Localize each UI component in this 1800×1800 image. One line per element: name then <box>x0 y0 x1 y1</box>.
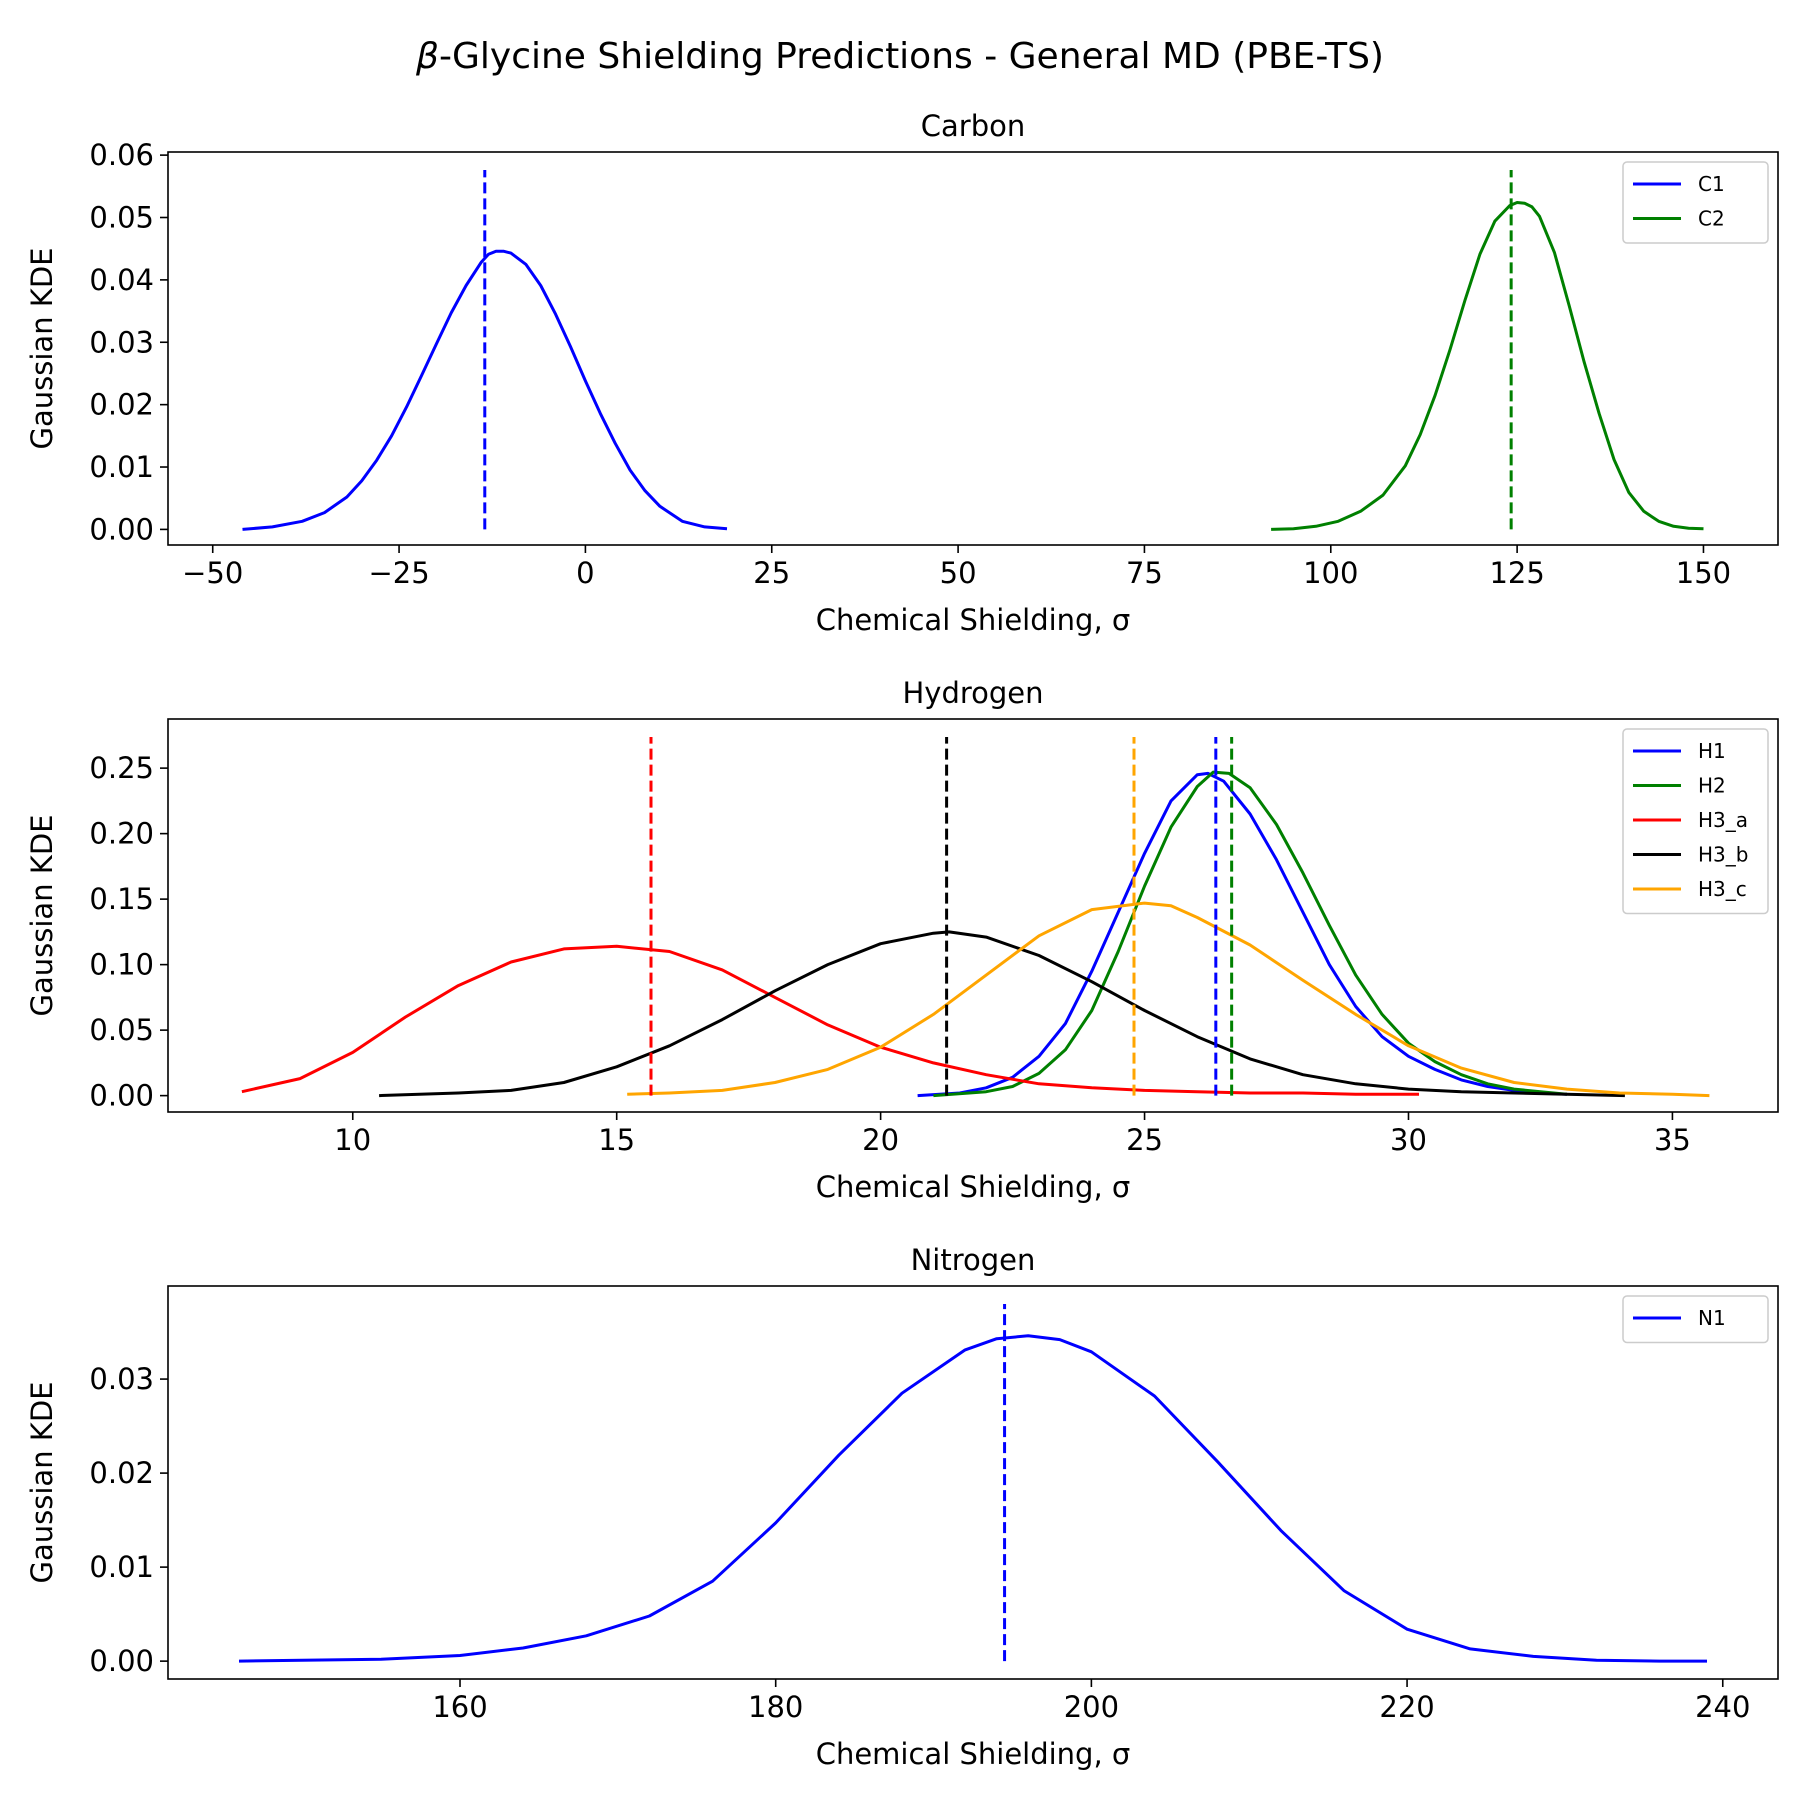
nitrogen-ytick-label: 0.00 <box>89 1644 154 1678</box>
nitrogen-ytick-label: 0.01 <box>89 1550 154 1584</box>
figure-title: β-Glycine Shielding Predictions - Genera… <box>415 36 1384 77</box>
hydrogen-series-h3_a-line <box>241 944 1419 1096</box>
hydrogen-ylabel: Gaussian KDE <box>25 815 59 1017</box>
nitrogen-xtick-label: 200 <box>1064 1690 1119 1724</box>
nitrogen-axes-frame <box>167 1285 1779 1680</box>
carbon-xtick-label: 100 <box>1303 556 1358 590</box>
hydrogen-xtick-label: 25 <box>1126 1123 1163 1157</box>
nitrogen-legend-box <box>1622 1295 1769 1344</box>
hydrogen-plot-area <box>241 737 1710 1098</box>
hydrogen-series-h3_b-line <box>379 930 1625 1098</box>
carbon-xtick-label: 25 <box>753 556 790 590</box>
hydrogen-legend-label: H3_a <box>1698 808 1748 832</box>
hydrogen-axes-frame <box>167 718 1779 1113</box>
hydrogen-legend-box <box>1622 728 1769 915</box>
nitrogen-subplot: Nitrogen 160 180 200 220 240 0.00 0.01 0.02 0.03 C… <box>25 1243 1779 1771</box>
hydrogen-legend-item-h3_c: H3_c <box>1633 877 1747 901</box>
hydrogen-legend-item-h2: H2 <box>1633 774 1726 798</box>
hydrogen-series-h3_c-line <box>627 901 1710 1098</box>
carbon-ytick-label: 0.03 <box>89 325 154 359</box>
carbon-xtick-label: 0 <box>576 556 594 590</box>
hydrogen-xtick-label: 15 <box>598 1123 635 1157</box>
hydrogen-xtick-label: 35 <box>1654 1123 1691 1157</box>
nitrogen-ylabel: Gaussian KDE <box>25 1382 59 1584</box>
carbon-xtick-label: −50 <box>182 556 243 590</box>
subplots: Carbon −50 −25 0 25 50 75 100 125 150 0.00 0.01 0.02… <box>25 109 1779 1771</box>
hydrogen-ytick-label: 0.05 <box>89 1013 154 1047</box>
carbon-axes-frame <box>167 151 1779 546</box>
hydrogen-legend-label: H3_b <box>1698 843 1748 867</box>
nitrogen-xtick-label: 180 <box>748 1690 803 1724</box>
carbon-xlabel: Chemical Shielding, σ <box>816 603 1131 637</box>
carbon-ylabel: Gaussian KDE <box>25 248 59 450</box>
hydrogen-xtick-label: 20 <box>862 1123 899 1157</box>
carbon-xtick-label: 50 <box>940 556 977 590</box>
hydrogen-title: Hydrogen <box>902 676 1043 710</box>
carbon-ytick-label: 0.06 <box>89 138 154 172</box>
carbon-plot-area <box>242 170 1704 531</box>
nitrogen-title: Nitrogen <box>911 1243 1036 1277</box>
nitrogen-ytick-label: 0.02 <box>89 1456 154 1490</box>
carbon-title: Carbon <box>921 109 1025 143</box>
hydrogen-legend-label: H3_c <box>1698 877 1747 901</box>
hydrogen-ytick-label: 0.00 <box>89 1079 154 1113</box>
carbon-ytick-label: 0.01 <box>89 450 154 484</box>
carbon-legend-item-c2: C2 <box>1633 207 1725 231</box>
carbon-legend-item-c1: C1 <box>1633 172 1725 196</box>
nitrogen-legend-label: N1 <box>1698 1306 1726 1330</box>
carbon-series-c1-line <box>242 249 728 531</box>
hydrogen-xtick-label: 30 <box>1390 1123 1427 1157</box>
carbon-series-c2-line <box>1271 201 1704 531</box>
nitrogen-xtick-label: 160 <box>432 1690 487 1724</box>
hydrogen-subplot: Hydrogen 10 15 20 25 30 35 0.00 0.05 0.10 0.15 0.20… <box>25 676 1779 1204</box>
hydrogen-ytick-label: 0.20 <box>89 817 154 851</box>
nitrogen-plot-area <box>238 1304 1707 1663</box>
carbon-xtick-label: 150 <box>1676 556 1731 590</box>
carbon-ytick-label: 0.04 <box>89 263 154 297</box>
hydrogen-legend: H1 H2 H3_a H3_b H3_c <box>1622 728 1769 915</box>
hydrogen-legend-item-h3_a: H3_a <box>1633 808 1748 832</box>
figure-title-prefix: β <box>415 36 439 77</box>
hydrogen-series-h2-line <box>933 770 1568 1098</box>
nitrogen-legend: N1 <box>1622 1295 1769 1344</box>
carbon-xtick-label: 125 <box>1489 556 1544 590</box>
carbon-xtick-label: −25 <box>368 556 429 590</box>
hydrogen-legend-item-h3_b: H3_b <box>1633 843 1748 867</box>
carbon-legend-box <box>1622 161 1769 244</box>
carbon-ytick-label: 0.00 <box>89 512 154 546</box>
hydrogen-ytick-label: 0.10 <box>89 948 154 982</box>
nitrogen-xtick-label: 240 <box>1695 1690 1750 1724</box>
figure-title-text: -Glycine Shielding Predictions - General… <box>439 36 1384 77</box>
hydrogen-series-h1-line <box>917 771 1567 1098</box>
carbon-legend-label: C2 <box>1698 207 1725 231</box>
nitrogen-ytick-label: 0.03 <box>89 1362 154 1396</box>
hydrogen-ytick-label: 0.25 <box>89 751 154 785</box>
carbon-subplot: Carbon −50 −25 0 25 50 75 100 125 150 0.00 0.01 0.02… <box>25 109 1779 637</box>
nitrogen-series-n1-line <box>238 1334 1707 1663</box>
hydrogen-legend-item-h1: H1 <box>1633 739 1726 763</box>
nitrogen-xtick-label: 220 <box>1379 1690 1434 1724</box>
hydrogen-ytick-label: 0.15 <box>89 882 154 916</box>
carbon-xtick-label: 75 <box>1126 556 1163 590</box>
nitrogen-xlabel: Chemical Shielding, σ <box>816 1737 1131 1771</box>
carbon-ytick-label: 0.02 <box>89 388 154 422</box>
carbon-legend-label: C1 <box>1698 172 1725 196</box>
hydrogen-legend-label: H1 <box>1698 739 1726 763</box>
hydrogen-xlabel: Chemical Shielding, σ <box>816 1170 1131 1204</box>
hydrogen-xtick-label: 10 <box>334 1123 371 1157</box>
nitrogen-legend-item-n1: N1 <box>1633 1306 1726 1330</box>
hydrogen-legend-label: H2 <box>1698 774 1726 798</box>
carbon-ytick-label: 0.05 <box>89 201 154 235</box>
